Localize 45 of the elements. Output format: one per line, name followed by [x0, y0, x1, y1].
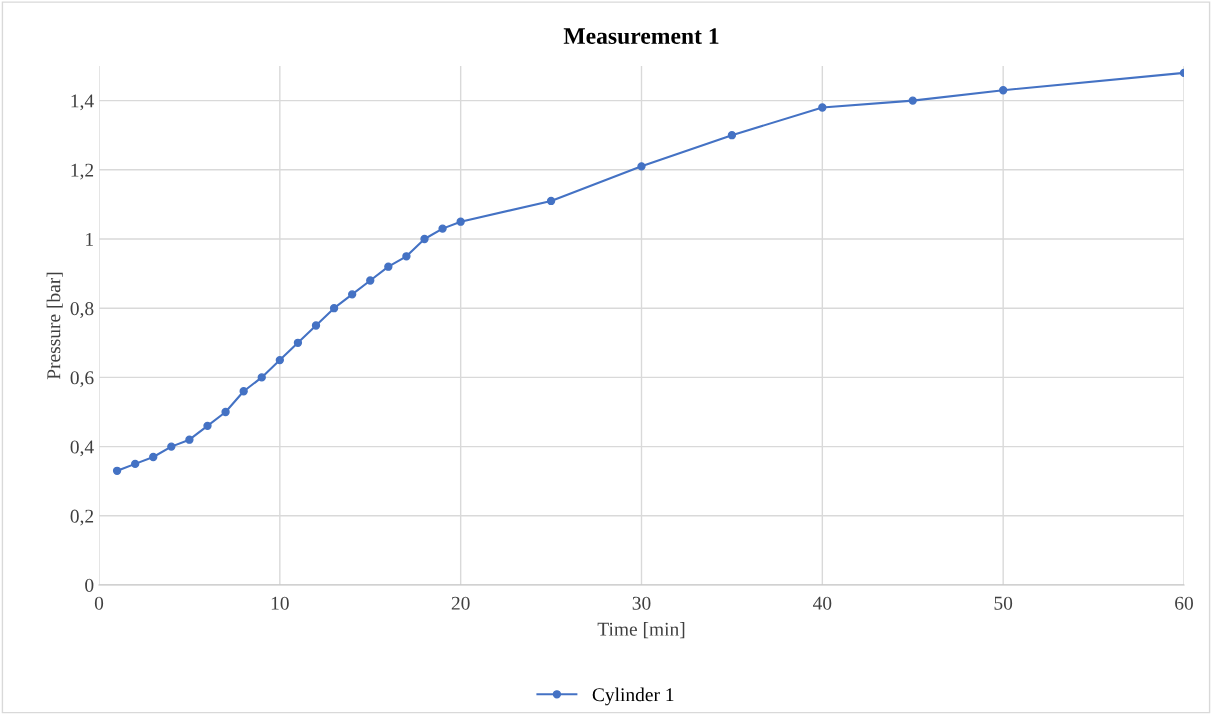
- x-tick-label: 10: [271, 596, 289, 610]
- point: [329, 304, 339, 313]
- x-tick-label: 0: [94, 596, 104, 610]
- point: [384, 262, 393, 271]
- point: [456, 217, 465, 226]
- point: [167, 442, 176, 451]
- x-tick-label: 50: [994, 596, 1013, 610]
- y-tick-label: 0,8: [70, 302, 94, 318]
- point: [347, 290, 357, 299]
- point: [203, 421, 212, 431]
- x-tick-label: 60: [1175, 596, 1193, 610]
- point: [130, 459, 140, 469]
- point: [293, 338, 303, 347]
- point: [818, 103, 827, 112]
- x-tick-label: 30: [632, 596, 651, 610]
- point: [402, 252, 411, 261]
- point: [112, 466, 122, 475]
- point: [366, 276, 375, 285]
- point: [149, 452, 158, 462]
- point: [257, 373, 266, 382]
- point: [275, 355, 285, 365]
- point: [546, 196, 556, 206]
- x-tick-label: 40: [812, 596, 832, 610]
- x-tick-label: 20: [451, 596, 470, 610]
- y-tick-label: 0,2: [70, 509, 94, 526]
- y-tick-label: 1,4: [71, 94, 94, 111]
- point: [239, 387, 248, 396]
- y-axis-title: Pressure [bar]: [46, 272, 63, 380]
- point: [727, 131, 737, 140]
- x-axis-title: Time [min]: [597, 622, 685, 639]
- chart-title: Measurement 1: [563, 28, 719, 45]
- point: [908, 96, 917, 105]
- point: [185, 435, 194, 444]
- point: [221, 407, 230, 417]
- y-tick-label: 0,4: [70, 440, 94, 457]
- y-tick-label: 0: [85, 578, 94, 592]
- point: [637, 162, 646, 171]
- point: [998, 86, 1008, 95]
- point: [311, 321, 321, 330]
- legend-label: Cylinder 1: [592, 687, 674, 706]
- point: [420, 234, 429, 244]
- y-tick-label: 1: [86, 232, 93, 246]
- y-tick-label: 1,2: [71, 163, 94, 180]
- point: [438, 224, 447, 233]
- y-tick-label: 0,6: [70, 371, 94, 388]
